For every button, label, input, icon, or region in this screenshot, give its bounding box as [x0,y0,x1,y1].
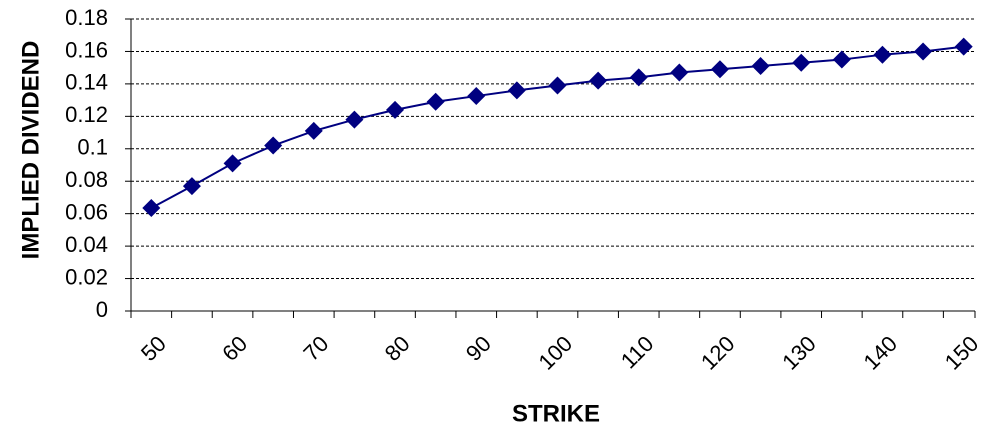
x-tick-label: 90 [461,331,496,366]
y-tick-label: 0.02 [65,264,108,289]
marker [426,92,445,111]
marker [386,100,405,119]
x-tick-label: 120 [696,331,740,375]
x-tick-label: 130 [777,331,821,375]
y-tick-label: 0.08 [65,167,108,192]
y-tick-label: 0.06 [65,199,108,224]
x-tick-label: 50 [136,331,171,366]
x-tick-label: 100 [534,331,578,375]
y-axis-title: IMPLIED DIVIDEND [17,41,44,260]
marker [751,57,770,76]
y-tick-label: 0.14 [65,70,108,95]
y-tick-label: 0.18 [65,5,108,30]
marker [467,87,486,106]
marker [954,37,973,56]
x-axis-title: STRIKE [512,400,600,427]
marker [832,50,851,69]
y-tick-label: 0.16 [65,37,108,62]
marker [710,60,729,79]
marker [914,42,933,61]
y-tick-label: 0.12 [65,102,108,127]
y-tick-label: 0.1 [77,135,108,160]
x-tick-label: 110 [616,331,658,373]
marker [507,81,526,100]
marker [182,177,201,196]
x-tick-label: 60 [217,331,252,366]
y-tick-label: 0.04 [65,232,108,257]
line [150,45,964,209]
x-tick-label: 80 [380,331,415,366]
marker [670,63,689,82]
x-tick-label: 140 [858,331,902,375]
marker [873,45,892,64]
marker [629,68,648,87]
marker [345,110,364,129]
x-tick-label: 70 [298,331,333,366]
marker [264,136,283,155]
y-tick-label: 0 [96,297,108,322]
marker [223,154,242,173]
marker [792,53,811,72]
marker [589,71,608,90]
marker [304,121,323,140]
marker [548,76,567,95]
x-tick-label: 150 [940,331,981,375]
marker [142,198,161,217]
